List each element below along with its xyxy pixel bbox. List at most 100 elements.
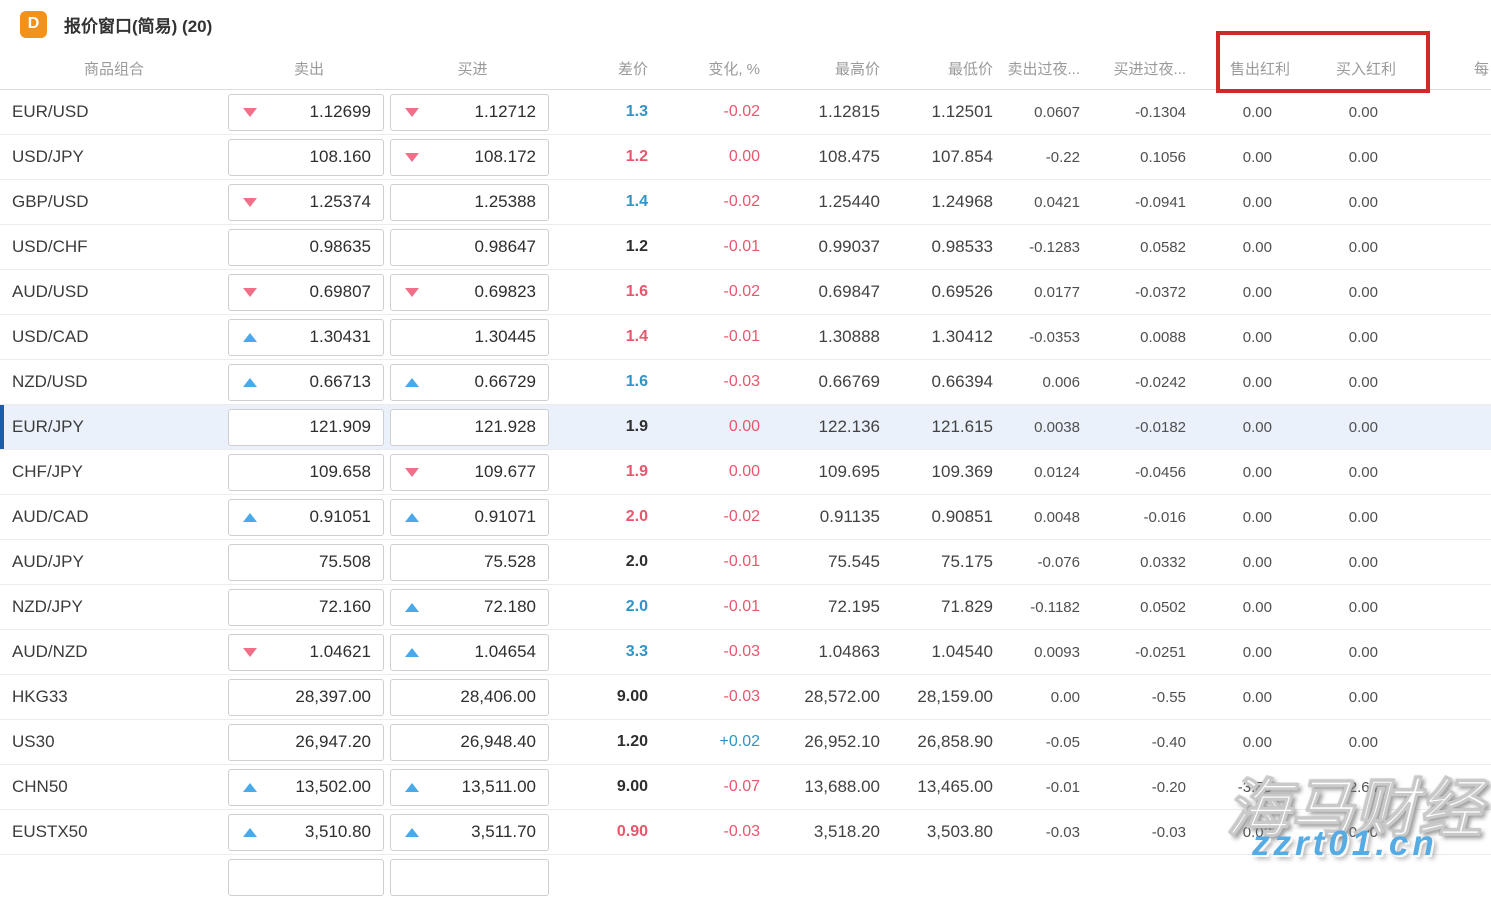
buy-price-button[interactable]: 0.69823 [390, 273, 549, 311]
low-price: 1.30412 [931, 327, 993, 346]
sell-price: 26,947.20 [295, 732, 371, 751]
quote-row-NZD/USD[interactable]: NZD/USD 0.66713 0.66729 1.6 -0.03 0.66769 0.66… [0, 360, 1491, 405]
buy-price-button[interactable]: 72.180 [390, 588, 549, 626]
sell-price-button[interactable]: 1.12699 [228, 93, 384, 131]
swap-sell-value: -0.1182 [1030, 598, 1080, 616]
low-price: 75.175 [941, 552, 993, 571]
quote-row-NZD/JPY[interactable]: NZD/JPY 72.160 72.180 2.0 -0.01 72.195 71.829 -… [0, 585, 1491, 630]
low-price: 107.854 [931, 147, 993, 166]
quotes-table-body: EUR/USD 1.12699 1.12712 1.3 -0.02 1.12815 1.12… [0, 90, 1491, 855]
buy-price-button[interactable]: 1.12712 [390, 93, 549, 131]
sell-price-button[interactable]: 1.25374 [228, 183, 384, 221]
sell-price-button[interactable]: 13,502.00 [228, 768, 384, 806]
dividend-buy-value: 0.00 [1348, 688, 1378, 706]
high-price: 75.545 [828, 552, 880, 571]
sell-price-button[interactable]: 121.909 [228, 408, 384, 446]
buy-price-button[interactable]: 121.928 [390, 408, 549, 446]
column-header-change[interactable]: 变化, % [708, 61, 760, 78]
buy-price-button[interactable]: 75.528 [390, 543, 549, 581]
buy-price-button[interactable]: 26,948.40 [390, 723, 549, 761]
column-header-swap-buy[interactable]: 买进过夜... [1113, 61, 1186, 78]
change-percent: -0.03 [723, 373, 760, 390]
spread-value: 1.2 [625, 148, 648, 165]
buy-price-button[interactable]: 1.04654 [390, 633, 549, 671]
quote-row-EUSTX50[interactable]: EUSTX50 3,510.80 3,511.70 0.90 -0.03 3,518.20… [0, 810, 1491, 855]
buy-price-button[interactable]: 0.66729 [390, 363, 549, 401]
quote-row-AUD/CAD[interactable]: AUD/CAD 0.91051 0.91071 2.0 -0.02 0.91135 0.90… [0, 495, 1491, 540]
quote-row-AUD/USD[interactable]: AUD/USD 0.69807 0.69823 1.6 -0.02 0.69847 0.69… [0, 270, 1491, 315]
dividend-buy-value: 0.00 [1348, 193, 1378, 211]
buy-price-button[interactable]: 3,511.70 [390, 813, 549, 851]
column-header-swap-sell[interactable]: 卖出过夜... [1007, 61, 1080, 78]
sell-price-button[interactable]: 0.91051 [228, 498, 384, 536]
quote-row-USD/CAD[interactable]: USD/CAD 1.30431 1.30445 1.4 -0.01 1.30888 1.30… [0, 315, 1491, 360]
quote-row-AUD/JPY[interactable]: AUD/JPY 75.508 75.528 2.0 -0.01 75.545 75.175 -… [0, 540, 1491, 585]
swap-sell-value: -0.22 [1045, 148, 1080, 166]
quote-row-GBP/USD[interactable]: GBP/USD 1.25374 1.25388 1.4 -0.02 1.25440 1.24… [0, 180, 1491, 225]
swap-buy-value: 0.1056 [1140, 148, 1186, 166]
column-header-sell[interactable]: 卖出 [293, 61, 324, 78]
buy-price-button[interactable]: 0.91071 [390, 498, 549, 536]
price-up-arrow-icon [405, 377, 419, 387]
column-header-high[interactable]: 最高价 [834, 61, 880, 78]
sell-price-button[interactable]: 3,510.80 [228, 813, 384, 851]
sell-price-button[interactable]: 1.04621 [228, 633, 384, 671]
buy-price-button[interactable]: 108.172 [390, 138, 549, 176]
change-percent: -0.03 [723, 643, 760, 660]
low-price: 121.615 [931, 417, 993, 436]
dividend-buy-value: 0.00 [1348, 463, 1378, 481]
high-price: 122.136 [818, 417, 880, 436]
app-d-icon: D [20, 10, 47, 38]
buy-price-button[interactable]: 1.25388 [390, 183, 549, 221]
buy-price-button[interactable]: 13,511.00 [390, 768, 549, 806]
price-down-arrow-icon [243, 197, 257, 207]
buy-price-button[interactable]: 28,406.00 [390, 678, 549, 716]
buy-price-button[interactable]: 0.98647 [390, 228, 549, 266]
sell-price-button[interactable]: 0.69807 [228, 273, 384, 311]
sell-price-button[interactable]: 1.30431 [228, 318, 384, 356]
dividend-buy-value: 0.00 [1348, 238, 1378, 256]
quote-row-HKG33[interactable]: HKG33 28,397.00 28,406.00 9.00 -0.03 28,572.0… [0, 675, 1491, 720]
quote-row-USD/JPY[interactable]: USD/JPY 108.160 108.172 1.2 0.00 108.475 107.8… [0, 135, 1491, 180]
swap-sell-value: 0.0177 [1034, 283, 1080, 301]
change-percent: +0.02 [719, 733, 760, 750]
quote-row-CHF/JPY[interactable]: CHF/JPY 109.658 109.677 1.9 0.00 109.695 109.3… [0, 450, 1491, 495]
column-header-spread[interactable]: 差价 [617, 61, 648, 78]
quote-row-EUR/JPY[interactable]: EUR/JPY 121.909 121.928 1.9 0.00 122.136 121.6… [0, 405, 1491, 450]
sell-price-button[interactable]: 28,397.00 [228, 678, 384, 716]
column-header-div-buy[interactable]: 买入红利 [1335, 61, 1396, 78]
column-header-extra[interactable]: 每 [1474, 61, 1490, 78]
price-up-arrow-icon [405, 782, 419, 792]
high-price: 1.04863 [818, 642, 880, 661]
sell-price-button[interactable]: 0.98635 [228, 228, 384, 266]
buy-price: 109.677 [474, 462, 536, 481]
high-price: 0.69847 [818, 282, 880, 301]
column-header-low[interactable]: 最低价 [947, 61, 993, 78]
quote-row-AUD/NZD[interactable]: AUD/NZD 1.04621 1.04654 3.3 -0.03 1.04863 1.04… [0, 630, 1491, 675]
sell-price-button[interactable]: 75.508 [228, 543, 384, 581]
buy-price-button[interactable] [390, 859, 549, 896]
quote-row-USD/CHF[interactable]: USD/CHF 0.98635 0.98647 1.2 -0.01 0.99037 0.98… [0, 225, 1491, 270]
sell-price-button[interactable]: 26,947.20 [228, 723, 384, 761]
sell-price-button[interactable]: 0.66713 [228, 363, 384, 401]
column-header-symbol[interactable]: 商品组合 [83, 61, 144, 78]
buy-price: 3,511.70 [471, 822, 536, 841]
column-header-div-sell[interactable]: 售出红利 [1229, 61, 1290, 78]
buy-price-button[interactable]: 109.677 [390, 453, 549, 491]
sell-price-button[interactable] [228, 859, 384, 896]
buy-price-button[interactable]: 1.30445 [390, 318, 549, 356]
column-header-buy[interactable]: 买进 [457, 61, 488, 78]
swap-buy-value: -0.0251 [1135, 643, 1186, 661]
sell-price: 0.98635 [309, 237, 371, 256]
price-up-arrow-icon [405, 647, 419, 657]
buy-price: 1.04654 [474, 642, 536, 661]
symbol-label: EUSTX50 [12, 822, 88, 841]
sell-price-button[interactable]: 108.160 [228, 138, 384, 176]
change-percent: -0.03 [723, 823, 760, 840]
quote-row-CHN50[interactable]: CHN50 13,502.00 13,511.00 9.00 -0.07 13,688.0… [0, 765, 1491, 810]
sell-price-button[interactable]: 109.658 [228, 453, 384, 491]
swap-buy-value: -0.03 [1151, 823, 1186, 841]
quote-row-US30[interactable]: US30 26,947.20 26,948.40 1.20 +0.02 26,952.10… [0, 720, 1491, 765]
quote-row-EUR/USD[interactable]: EUR/USD 1.12699 1.12712 1.3 -0.02 1.12815 1.12… [0, 90, 1491, 135]
sell-price-button[interactable]: 72.160 [228, 588, 384, 626]
